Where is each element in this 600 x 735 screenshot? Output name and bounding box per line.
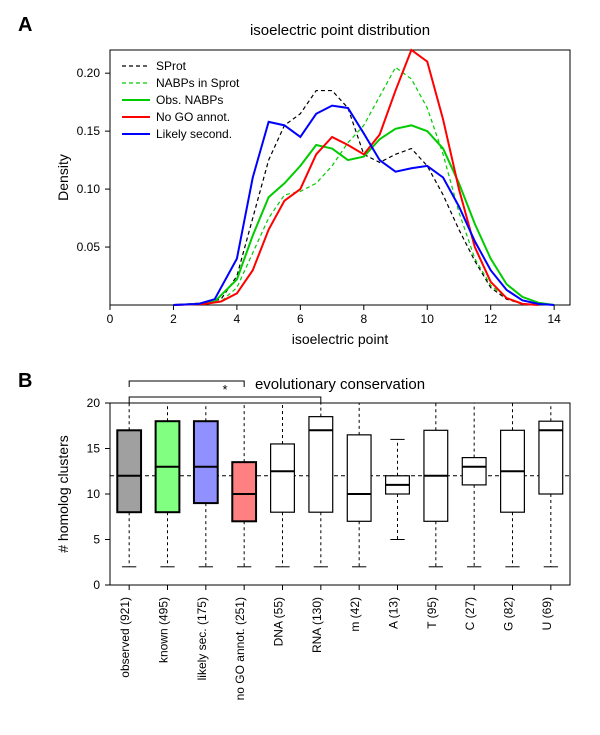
svg-text:G (82): G (82) bbox=[502, 597, 516, 631]
svg-text:14: 14 bbox=[547, 312, 561, 326]
svg-text:6: 6 bbox=[297, 312, 304, 326]
svg-text:# homolog clusters: # homolog clusters bbox=[55, 435, 71, 553]
svg-text:NABPs in Sprot: NABPs in Sprot bbox=[156, 76, 240, 90]
svg-text:4: 4 bbox=[234, 312, 241, 326]
panel-b-chart: evolutionary conservation 0 5 10 15 20 # homol… bbox=[50, 375, 580, 725]
svg-text:evolutionary conservation: evolutionary conservation bbox=[255, 376, 425, 393]
svg-text:No GO annot.: No GO annot. bbox=[156, 110, 230, 124]
svg-text:no GO annot. (251): no GO annot. (251) bbox=[233, 597, 247, 700]
svg-text:isoelectric point: isoelectric point bbox=[292, 331, 389, 347]
svg-text:Density: Density bbox=[55, 154, 71, 201]
svg-text:0: 0 bbox=[107, 312, 114, 326]
svg-text:Likely second.: Likely second. bbox=[156, 127, 232, 141]
svg-text:5: 5 bbox=[93, 533, 100, 547]
panel-b-label: B bbox=[18, 370, 32, 393]
svg-text:***: *** bbox=[179, 375, 194, 381]
svg-text:RNA (130): RNA (130) bbox=[310, 597, 324, 653]
svg-text:*: * bbox=[222, 382, 227, 397]
svg-text:10: 10 bbox=[87, 487, 101, 501]
svg-text:12: 12 bbox=[484, 312, 498, 326]
svg-text:T (95): T (95) bbox=[425, 597, 439, 629]
svg-text:20: 20 bbox=[87, 396, 101, 410]
svg-text:0: 0 bbox=[93, 578, 100, 592]
svg-text:observed (921): observed (921) bbox=[118, 597, 132, 678]
svg-text:known (495): known (495) bbox=[157, 597, 171, 663]
svg-text:15: 15 bbox=[87, 442, 101, 456]
svg-text:2: 2 bbox=[170, 312, 177, 326]
svg-text:C (27): C (27) bbox=[463, 597, 477, 630]
panel-a-chart: isoelectric point distribution 0 2 4 6 8 10 12 1… bbox=[50, 20, 580, 350]
svg-text:10: 10 bbox=[421, 312, 435, 326]
svg-text:0.20: 0.20 bbox=[77, 66, 101, 80]
svg-text:Obs. NABPs: Obs. NABPs bbox=[156, 93, 223, 107]
svg-text:DNA (55): DNA (55) bbox=[272, 597, 286, 646]
svg-text:U (69): U (69) bbox=[540, 597, 554, 630]
svg-text:0.10: 0.10 bbox=[77, 182, 101, 196]
svg-text:A (13): A (13) bbox=[387, 597, 401, 629]
svg-text:likely sec. (175): likely sec. (175) bbox=[195, 597, 209, 680]
svg-text:8: 8 bbox=[360, 312, 367, 326]
svg-text:0.05: 0.05 bbox=[77, 240, 101, 254]
svg-text:SProt: SProt bbox=[156, 59, 187, 73]
svg-text:m (42): m (42) bbox=[348, 597, 362, 632]
svg-text:0.15: 0.15 bbox=[77, 124, 101, 138]
svg-text:isoelectric point distribution: isoelectric point distribution bbox=[250, 22, 430, 39]
panel-a-label: A bbox=[18, 14, 32, 37]
